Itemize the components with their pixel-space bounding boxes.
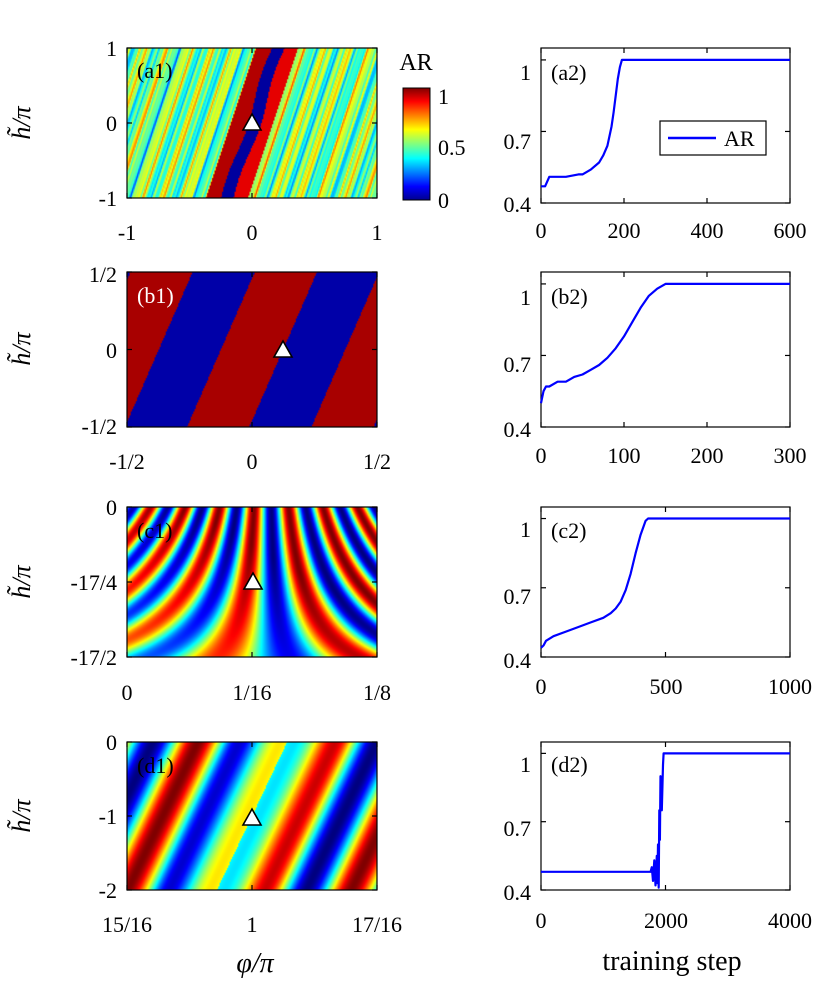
b2-ytick-07: 0.7: [504, 352, 532, 377]
colorbar-gradient: [402, 87, 431, 201]
c2-xtick-500: 500: [650, 674, 683, 699]
series-line-ar: [541, 58, 790, 188]
c1-ytick-top: 0: [106, 495, 117, 520]
d1-xtick-mid: 1: [247, 912, 258, 937]
series-line-ar: [539, 282, 790, 404]
a1-xtick-mid: 0: [247, 220, 258, 245]
c1-ytick-mid: -17/4: [71, 570, 117, 595]
a2-xtick-200: 200: [608, 218, 641, 243]
c1-xtick-right: 1/8: [363, 680, 391, 705]
d2-ytick-07: 0.7: [504, 816, 532, 841]
d2-xtick-4000: 4000: [768, 908, 812, 933]
marker-b1-triangle: [272, 339, 294, 358]
b1-ytick-bot: -1/2: [82, 414, 117, 439]
a1-xtick-right: 1: [372, 220, 383, 245]
d2-xtick-0: 0: [536, 908, 547, 933]
panel-label-a1: (a1): [137, 58, 172, 83]
b2-xtick-100: 100: [608, 443, 641, 468]
panel-b1: (b1): [126, 271, 378, 428]
line-panel-c2: [540, 506, 791, 658]
xlabel-phi: φ/π: [236, 948, 274, 979]
d2-xtick-2000: 2000: [644, 908, 688, 933]
a1-ytick-bot: -1: [99, 186, 117, 211]
c2-ytick-07: 0.7: [504, 584, 532, 609]
c1-xtick-mid: 1/16: [232, 680, 271, 705]
line-panel-a2: [540, 47, 791, 204]
panel-d1: (d1): [126, 741, 378, 891]
series-line-ar: [541, 752, 790, 889]
a2-xtick-400: 400: [691, 218, 724, 243]
panel-label-b2: (b2): [551, 284, 588, 309]
heatmap-y-labels: h̃/π h̃/π h̃/π h̃/π: [7, 105, 36, 832]
heatmap-b1-image: [127, 272, 377, 427]
c2-ytick-04: 0.4: [504, 648, 532, 673]
panel-a1: (a1): [126, 47, 378, 199]
b1-xtick-left: -1/2: [109, 449, 144, 474]
legend-label: AR: [724, 126, 755, 151]
d1-xtick-left: 15/16: [102, 912, 152, 937]
a1-ytick-top: 1: [106, 36, 117, 61]
colorbar-tick-1: 1: [438, 84, 449, 109]
d2-ytick-04: 0.4: [504, 880, 532, 905]
a2-xtick-0: 0: [536, 218, 547, 243]
plot-frame: [540, 271, 791, 428]
colorbar: AR 1 0.5 0: [399, 50, 465, 213]
d2-ytick-1: 1: [520, 752, 531, 777]
b2-xtick-300: 300: [774, 443, 807, 468]
b2-xtick-200: 200: [691, 443, 724, 468]
b2-ytick-04: 0.4: [504, 417, 532, 442]
plot-frame: [540, 47, 791, 204]
c1-xtick-left: 0: [122, 680, 133, 705]
xlabel-training-step: training step: [602, 946, 741, 977]
panel-label-c1: (c1): [137, 518, 172, 543]
legend-a2: AR: [659, 120, 767, 156]
a2-ytick-04: 0.4: [504, 192, 532, 217]
line-panel-b2: [539, 271, 791, 428]
heatmap-tick-labels: 1 0 -1 -1 0 1 1/2 0 -1/2 -1/2 0 1/2 0 -1…: [71, 36, 403, 937]
b1-xtick-right: 1/2: [363, 449, 391, 474]
colorbar-title: AR: [399, 50, 432, 76]
a2-ytick-07: 0.7: [504, 129, 532, 154]
marker-c1-triangle: [242, 571, 264, 590]
ylabel-d1: h̃/π: [7, 798, 36, 832]
ylabel-b1: h̃/π: [7, 331, 36, 365]
c2-xtick-0: 0: [536, 674, 547, 699]
colorbar-tick-0: 0: [438, 188, 449, 213]
panel-label-b1: (b1): [137, 283, 174, 308]
a1-xtick-left: -1: [118, 220, 136, 245]
line-panel-d2: [540, 741, 791, 891]
d1-ytick-top: 0: [106, 730, 117, 755]
c1-ytick-bot: -17/2: [71, 645, 117, 670]
panel-label-c2: (c2): [551, 518, 586, 543]
d1-ytick-mid: -1: [99, 804, 117, 829]
a2-ytick-1: 1: [520, 60, 531, 85]
panel-label-d2: (d2): [551, 752, 588, 777]
b2-ytick-1: 1: [520, 285, 531, 310]
c2-xtick-1000: 1000: [768, 674, 812, 699]
line-tick-labels: 1 0.7 0.4 0 200 400 600 1 0.7 0.4 0 100 …: [504, 60, 813, 933]
marker-d1-triangle: [241, 807, 263, 826]
colorbar-tick-05: 0.5: [438, 135, 466, 160]
series-line-ar: [540, 517, 790, 649]
panel-c1: (c1): [126, 506, 378, 658]
panel-label-a2: (a2): [551, 60, 586, 85]
tick-marks: [540, 48, 791, 204]
c2-ytick-1: 1: [520, 517, 531, 542]
marker-a1-triangle: [241, 112, 263, 131]
b1-xtick-mid: 0: [247, 449, 258, 474]
d1-xtick-right: 17/16: [352, 912, 402, 937]
heatmap-tick-marks: [126, 47, 378, 891]
b2-xtick-0: 0: [536, 443, 547, 468]
ylabel-c1: h̃/π: [7, 564, 36, 598]
b1-ytick-top: 1/2: [89, 262, 117, 287]
a1-ytick-mid: 0: [106, 111, 117, 136]
b1-ytick-mid: 0: [106, 338, 117, 363]
line-panels: [539, 47, 791, 891]
panel-label-d1: (d1): [137, 753, 174, 778]
d1-ytick-bot: -2: [99, 878, 117, 903]
ylabel-a1: h̃/π: [7, 105, 36, 139]
a2-xtick-600: 600: [774, 218, 807, 243]
